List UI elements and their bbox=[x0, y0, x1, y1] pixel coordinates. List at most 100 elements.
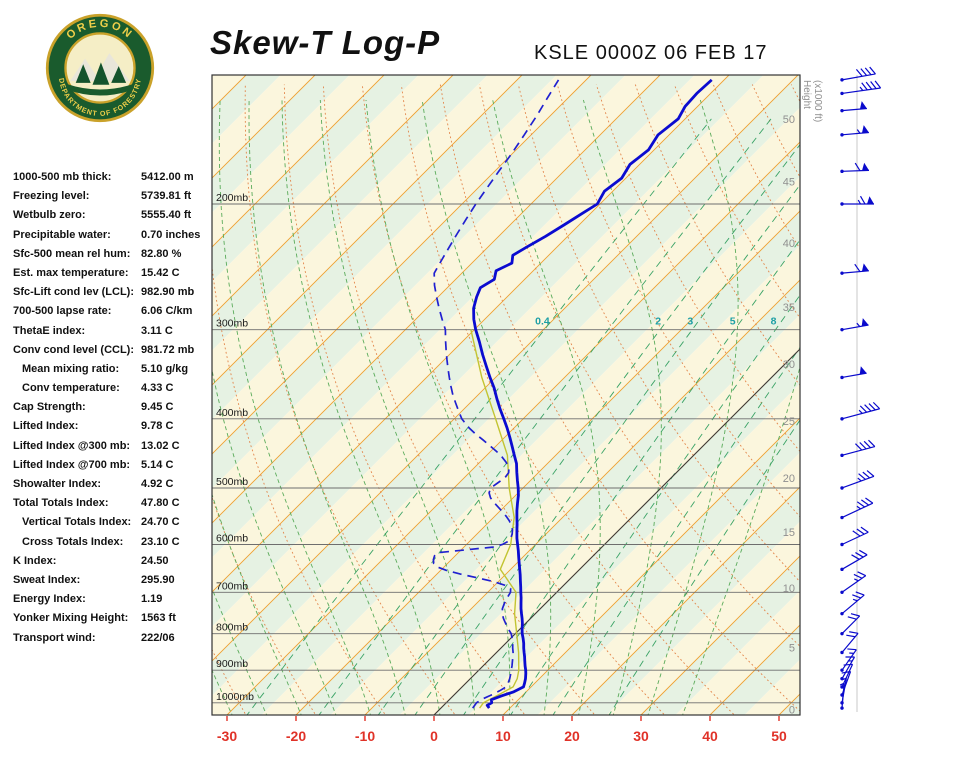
wind-half-barb bbox=[852, 598, 858, 602]
zero-isotherm bbox=[433, 348, 800, 715]
wind-full-barb bbox=[854, 263, 861, 272]
moist-adiabat bbox=[281, 99, 441, 715]
index-value: 4.92 C bbox=[141, 478, 174, 490]
dry-adiabat bbox=[322, 84, 596, 715]
mixing-ratio-line bbox=[318, 118, 772, 715]
moist-adiabat bbox=[682, 365, 800, 715]
index-value: 47.80 C bbox=[141, 497, 180, 510]
dewpoint-trace bbox=[432, 79, 560, 709]
dry-adiabat bbox=[400, 84, 736, 715]
mixing-ratio-label: 0.4 bbox=[535, 316, 550, 328]
pressure-label: 900mb bbox=[216, 658, 248, 670]
wind-barb-staff bbox=[841, 502, 874, 519]
temp-band bbox=[606, 521, 800, 715]
index-value: 9.45 C bbox=[141, 401, 174, 414]
index-row: Lifted Index: 9.78 C bbox=[13, 417, 218, 436]
wind-full-barb bbox=[851, 554, 860, 560]
wind-full-barb bbox=[850, 613, 860, 617]
wind-full-barb bbox=[859, 405, 868, 413]
index-label: Transport wind: bbox=[13, 631, 96, 644]
pressure-label: 300mb bbox=[216, 318, 248, 330]
wind-barb-column bbox=[839, 66, 882, 712]
wind-half-barb bbox=[856, 505, 861, 510]
wind-barb-staff bbox=[841, 107, 867, 112]
dry-adiabats bbox=[212, 84, 800, 715]
temp-band bbox=[0, 75, 177, 715]
wind-full-barb bbox=[859, 442, 867, 450]
temp-band bbox=[537, 452, 800, 715]
height-tick-label: 30 bbox=[783, 359, 795, 371]
height-tick-label: 5 bbox=[789, 643, 795, 655]
index-label: Precipitable water: bbox=[13, 228, 111, 241]
index-label: Lifted Index @300 mb: bbox=[13, 439, 131, 452]
wind-barb-staff bbox=[841, 73, 876, 81]
dry-adiabat bbox=[439, 84, 800, 712]
wind-full-barb bbox=[861, 82, 868, 91]
index-label: K Index: bbox=[13, 554, 57, 567]
wind-full-barb bbox=[857, 571, 867, 577]
temp-band bbox=[261, 176, 800, 715]
moist-adiabat bbox=[582, 99, 662, 715]
wind-flag bbox=[859, 101, 867, 110]
wind-half-barb bbox=[854, 578, 859, 582]
height-axis: 0 5 10 15 20 25 30 35 40 45 50 Height (x1000 ft) bbox=[783, 80, 823, 716]
index-label: Showalter Index: bbox=[13, 478, 102, 490]
zero-isotherm-line bbox=[433, 348, 800, 715]
temperature-axis: -30 -20 -10 0 10 20 30 40 50 bbox=[217, 716, 787, 744]
height-axis-title: Height bbox=[801, 80, 812, 109]
wind-barb-staff bbox=[841, 671, 852, 696]
moist-adiabat bbox=[492, 99, 601, 715]
index-label: Total Totals Index: bbox=[13, 497, 109, 510]
wind-half-barb bbox=[859, 86, 864, 91]
index-row: Est. max temperature: 15.42 C bbox=[13, 264, 218, 283]
wind-full-barb bbox=[855, 443, 863, 451]
index-value: 82.80 % bbox=[141, 247, 182, 260]
pressure-label: 700mb bbox=[216, 580, 248, 592]
wind-full-barb bbox=[861, 499, 870, 506]
wind-full-barb bbox=[854, 162, 861, 172]
moist-adiabat bbox=[248, 99, 406, 715]
index-row: Sfc-500 mean rel hum: 82.80 % bbox=[13, 245, 218, 264]
mixing-ratio-label: 2 bbox=[655, 316, 661, 328]
wind-barb-staff bbox=[841, 445, 875, 456]
index-row: Conv temperature: 4.33 C bbox=[13, 379, 218, 398]
wind-barb-staff bbox=[841, 575, 867, 593]
wind-barb-staff bbox=[841, 656, 856, 679]
index-row: Total Totals Index: 47.80 C bbox=[13, 494, 218, 513]
height-tick-label: 50 bbox=[783, 114, 795, 126]
index-value: 222/06 bbox=[141, 631, 175, 644]
isotherm bbox=[212, 75, 247, 110]
wind-barb-staff bbox=[841, 649, 857, 671]
temp-tick-label: 10 bbox=[495, 728, 511, 744]
pressure-label: 400mb bbox=[216, 407, 248, 419]
temp-tick-label: -10 bbox=[355, 728, 375, 744]
wind-flag bbox=[861, 318, 869, 327]
sounding-profiles bbox=[432, 78, 713, 709]
index-row: Precipitable water: 0.70 inches bbox=[13, 226, 218, 245]
temp-tick-label: -30 bbox=[217, 728, 237, 744]
index-value: 15.42 C bbox=[141, 266, 180, 279]
wind-barb-staff bbox=[841, 324, 869, 331]
temp-band bbox=[814, 75, 960, 715]
wind-full-barb bbox=[865, 81, 873, 90]
temp-band bbox=[744, 659, 800, 715]
temp-band bbox=[212, 107, 800, 715]
index-label: 1000-500 mb thick: bbox=[13, 171, 112, 183]
station-label: KSLE 0000Z 06 FEB 17 bbox=[534, 42, 768, 64]
index-label: Yonker Mixing Height: bbox=[13, 612, 129, 625]
dry-adiabat bbox=[634, 84, 800, 387]
index-row: Lifted Index @300 mb: 13.02 C bbox=[13, 437, 218, 456]
index-label: Freezing level: bbox=[13, 190, 90, 203]
mixing-ratio-label: 3 bbox=[687, 316, 693, 328]
moist-adiabat bbox=[319, 99, 476, 715]
wind-barb-staff bbox=[841, 169, 870, 172]
index-label: Lifted Index @700 mb: bbox=[13, 458, 131, 471]
index-value: 1563 ft bbox=[141, 612, 176, 625]
index-value: 6.06 C/km bbox=[141, 305, 193, 318]
temp-tick-label: 0 bbox=[430, 728, 438, 744]
wind-half-barb bbox=[857, 199, 862, 205]
height-tick-label: 35 bbox=[783, 302, 795, 314]
isotherm bbox=[212, 75, 385, 248]
